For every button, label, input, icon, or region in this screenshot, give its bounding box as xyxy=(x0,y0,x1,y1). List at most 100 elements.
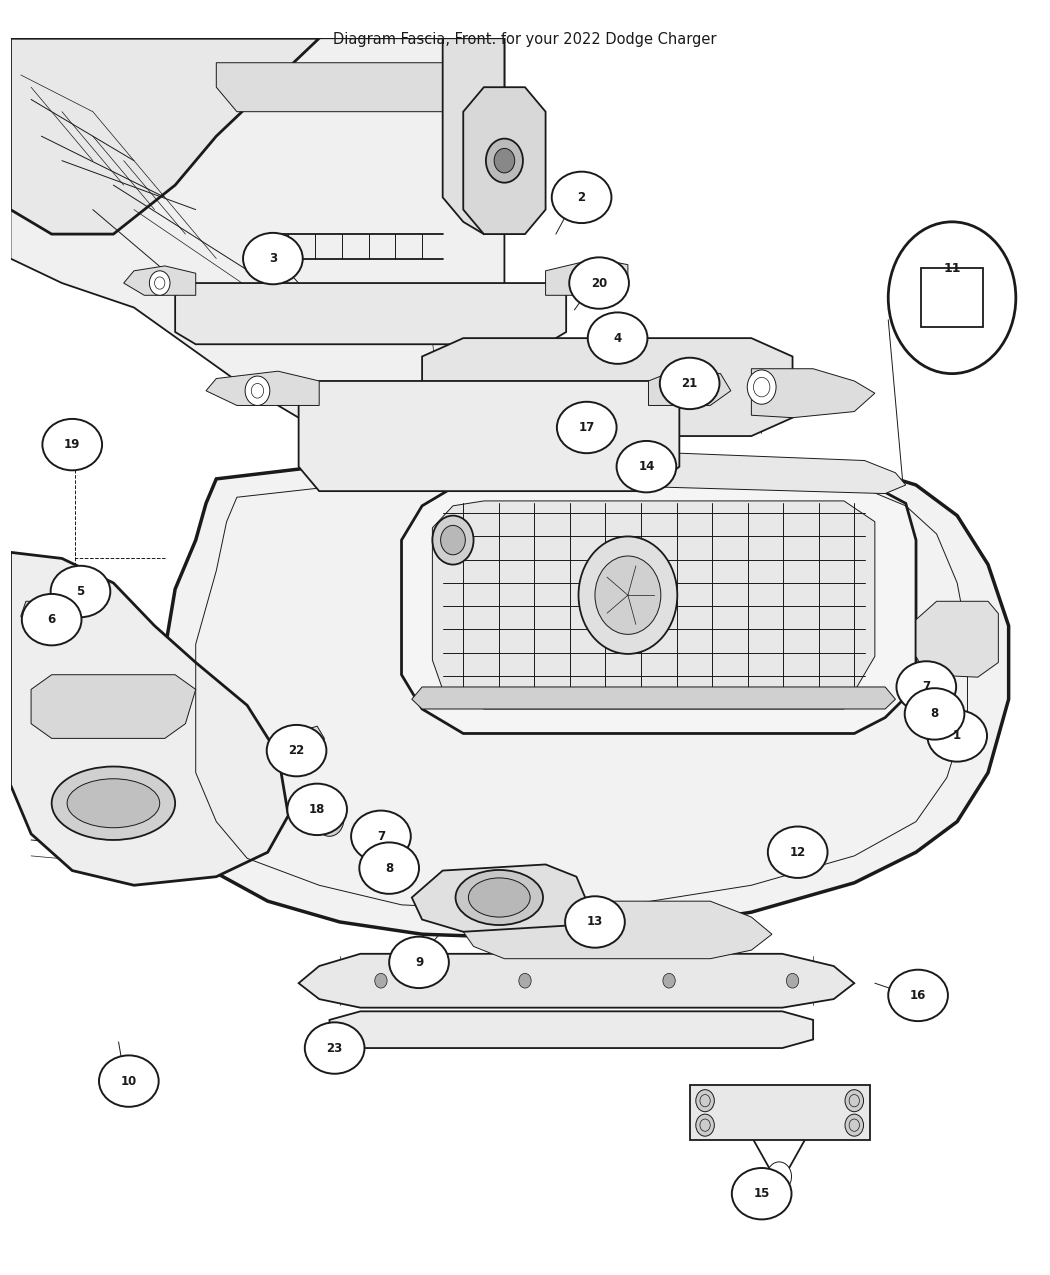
Polygon shape xyxy=(287,727,324,760)
Ellipse shape xyxy=(468,878,530,917)
Text: 8: 8 xyxy=(930,708,939,720)
Polygon shape xyxy=(649,368,731,405)
Text: 8: 8 xyxy=(385,862,394,875)
Polygon shape xyxy=(175,283,566,344)
Polygon shape xyxy=(412,864,587,932)
Ellipse shape xyxy=(905,688,964,739)
Text: 22: 22 xyxy=(289,745,304,757)
Text: 14: 14 xyxy=(638,460,654,473)
Ellipse shape xyxy=(556,402,616,453)
Text: 13: 13 xyxy=(587,915,603,928)
Text: 2: 2 xyxy=(578,191,586,204)
Text: 12: 12 xyxy=(790,845,805,858)
Ellipse shape xyxy=(22,594,82,645)
Ellipse shape xyxy=(616,441,676,492)
Circle shape xyxy=(441,525,465,555)
Ellipse shape xyxy=(51,766,175,840)
Ellipse shape xyxy=(42,419,102,470)
Polygon shape xyxy=(412,687,896,709)
Ellipse shape xyxy=(67,779,160,827)
Ellipse shape xyxy=(588,312,648,363)
Ellipse shape xyxy=(732,1168,792,1219)
Ellipse shape xyxy=(390,937,448,988)
FancyBboxPatch shape xyxy=(921,268,983,328)
Circle shape xyxy=(579,537,677,654)
Polygon shape xyxy=(463,901,772,959)
Circle shape xyxy=(845,1114,863,1136)
Circle shape xyxy=(766,1162,792,1191)
Polygon shape xyxy=(10,552,289,885)
Polygon shape xyxy=(463,87,546,235)
Ellipse shape xyxy=(267,725,327,776)
Circle shape xyxy=(375,973,387,988)
Text: 5: 5 xyxy=(77,585,85,598)
Ellipse shape xyxy=(359,843,419,894)
Polygon shape xyxy=(546,259,628,296)
Circle shape xyxy=(696,1090,714,1112)
Ellipse shape xyxy=(304,1023,364,1074)
Ellipse shape xyxy=(888,970,948,1021)
Polygon shape xyxy=(21,602,62,629)
Text: 20: 20 xyxy=(591,277,607,289)
Text: 17: 17 xyxy=(579,421,595,434)
Polygon shape xyxy=(32,674,195,738)
Circle shape xyxy=(486,139,523,182)
Ellipse shape xyxy=(569,258,629,309)
Circle shape xyxy=(495,148,514,173)
Polygon shape xyxy=(165,449,1009,938)
Text: 16: 16 xyxy=(910,989,926,1002)
Ellipse shape xyxy=(351,811,411,862)
Ellipse shape xyxy=(659,358,719,409)
Text: 9: 9 xyxy=(415,956,423,969)
Text: Diagram Fascia, Front. for your 2022 Dodge Charger: Diagram Fascia, Front. for your 2022 Dod… xyxy=(333,32,717,47)
Text: 21: 21 xyxy=(681,377,698,390)
Polygon shape xyxy=(298,381,679,491)
Circle shape xyxy=(245,376,270,405)
Text: 18: 18 xyxy=(309,803,326,816)
Circle shape xyxy=(663,973,675,988)
Circle shape xyxy=(845,1090,863,1112)
Text: 7: 7 xyxy=(377,830,385,843)
Text: 4: 4 xyxy=(613,332,622,344)
Polygon shape xyxy=(216,62,484,112)
Circle shape xyxy=(888,222,1015,374)
Text: 19: 19 xyxy=(64,439,81,451)
Circle shape xyxy=(696,1114,714,1136)
Ellipse shape xyxy=(565,896,625,947)
Ellipse shape xyxy=(99,1056,159,1107)
Ellipse shape xyxy=(50,566,110,617)
Circle shape xyxy=(315,802,344,836)
Polygon shape xyxy=(298,954,855,1007)
Polygon shape xyxy=(206,371,319,405)
Text: 3: 3 xyxy=(269,252,277,265)
Polygon shape xyxy=(752,368,875,418)
Ellipse shape xyxy=(288,784,347,835)
Ellipse shape xyxy=(551,172,611,223)
Polygon shape xyxy=(690,1085,869,1140)
Polygon shape xyxy=(401,445,906,493)
Text: 10: 10 xyxy=(121,1075,136,1088)
Circle shape xyxy=(748,370,776,404)
Ellipse shape xyxy=(897,662,957,713)
Ellipse shape xyxy=(456,870,543,926)
Circle shape xyxy=(519,973,531,988)
Polygon shape xyxy=(433,501,875,709)
Text: 15: 15 xyxy=(754,1187,770,1200)
Text: 6: 6 xyxy=(47,613,56,626)
Circle shape xyxy=(595,556,660,635)
Polygon shape xyxy=(10,38,504,430)
Text: 11: 11 xyxy=(943,261,961,275)
Circle shape xyxy=(149,270,170,296)
Circle shape xyxy=(433,515,474,565)
Ellipse shape xyxy=(927,710,987,761)
Text: 1: 1 xyxy=(953,729,961,742)
Text: 7: 7 xyxy=(922,681,930,694)
Polygon shape xyxy=(10,38,319,235)
Polygon shape xyxy=(443,38,504,235)
Ellipse shape xyxy=(243,233,302,284)
Circle shape xyxy=(786,973,799,988)
Polygon shape xyxy=(124,266,195,296)
Polygon shape xyxy=(916,602,999,677)
Polygon shape xyxy=(401,482,916,733)
Polygon shape xyxy=(422,338,793,436)
